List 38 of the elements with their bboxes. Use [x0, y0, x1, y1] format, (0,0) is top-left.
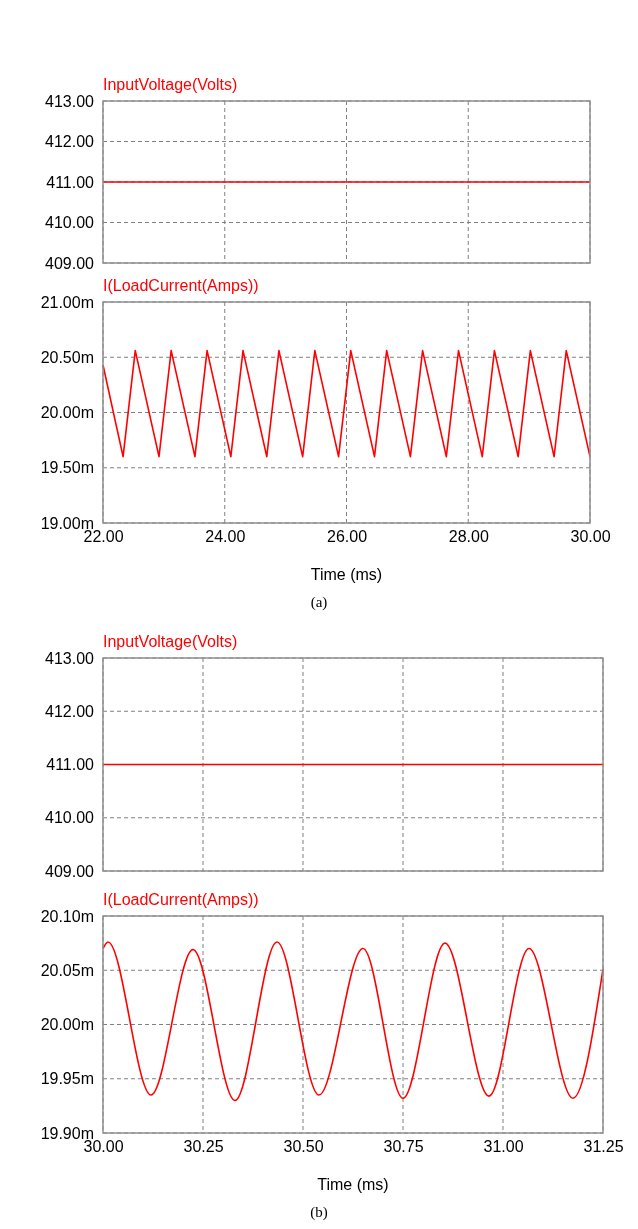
x-tick-label: 30.75	[383, 1138, 424, 1156]
x-axis-title: Time (ms)	[310, 566, 383, 583]
y-tick-label: 409.00	[45, 254, 95, 272]
y-tick-label: 410.00	[45, 214, 95, 232]
y-tick-label: 412.00	[45, 133, 95, 151]
chart-title: InputVoltage(Volts)	[103, 75, 238, 93]
x-tick-label: 30.00	[570, 528, 611, 546]
x-tick-label: 30.00	[83, 1138, 124, 1156]
y-tick-label: 20.05m	[40, 961, 94, 979]
text: (b)	[310, 1204, 328, 1221]
x-axis-title: Time (ms)	[317, 1176, 389, 1193]
y-tick-label: 413.00	[45, 649, 95, 667]
y-tick-label: 411.00	[46, 173, 95, 191]
y-tick-label: 409.00	[45, 862, 95, 880]
line-series	[102, 941, 604, 1102]
x-tick-label: 31.00	[483, 1138, 524, 1156]
y-tick-label: 413.00	[45, 92, 95, 110]
y-tick-label: 21.00m	[40, 293, 94, 311]
y-tick-label: 412.00	[45, 702, 95, 720]
y-tick-label: 20.10m	[40, 907, 94, 925]
y-tick-label: 19.95m	[40, 1070, 94, 1088]
text: (a)	[310, 594, 328, 611]
y-tick-label: 20.00m	[40, 1016, 94, 1034]
y-tick-label: 20.00m	[40, 404, 94, 422]
chart-title: I(LoadCurrent(Amps))	[103, 276, 259, 294]
chart-title: InputVoltage(Volts)	[103, 632, 238, 650]
y-tick-label: 410.00	[45, 809, 95, 827]
x-tick-label: 28.00	[448, 528, 489, 546]
x-tick-label: 30.25	[183, 1138, 224, 1156]
y-tick-label: 20.50m	[40, 348, 94, 366]
x-tick-label: 22.00	[83, 528, 124, 546]
x-tick-label: 26.00	[326, 528, 368, 546]
y-tick-label: 411.00	[46, 756, 95, 774]
chart-title: I(LoadCurrent(Amps))	[103, 890, 259, 908]
x-tick-label: 30.50	[283, 1138, 324, 1156]
x-tick-label: 24.00	[205, 528, 246, 546]
x-tick-label: 31.25	[583, 1138, 624, 1156]
y-tick-label: 19.50m	[40, 459, 94, 477]
